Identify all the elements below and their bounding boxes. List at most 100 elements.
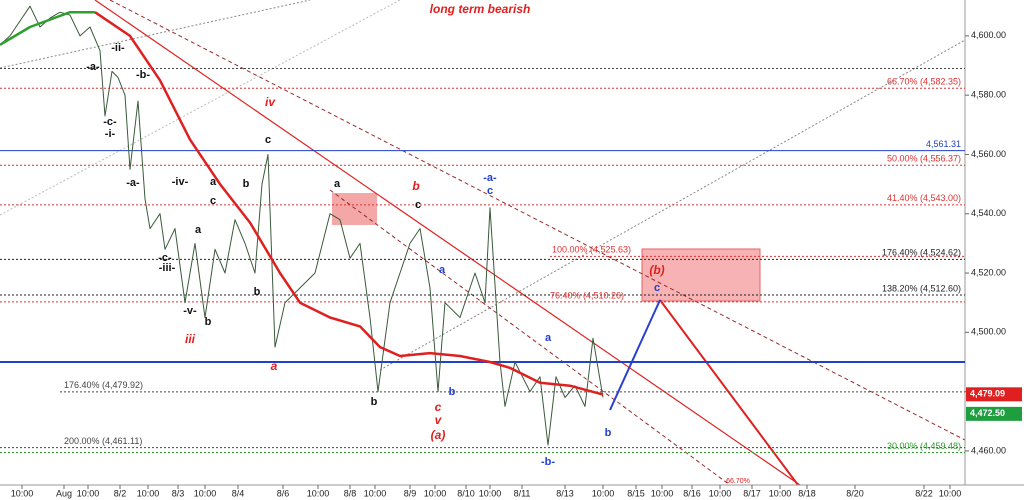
x-tick-label: 8/3 [172,488,185,498]
trend-line [329,189,731,486]
x-tick-label: 10:00 [11,488,34,498]
x-tick-label: 8/13 [556,488,574,498]
wave-label: -b- [136,69,150,81]
x-tick-label: 10:00 [769,488,792,498]
y-tick-label: 4,580.00 [971,90,1006,100]
trend-line [109,0,966,441]
price-line [0,5,604,446]
wave-label: a [271,359,278,373]
wave-label: b [412,179,419,193]
price-tag [966,406,1022,421]
x-tick-label: 10:00 [307,488,330,498]
wave-label: b [605,427,612,439]
y-tick-label: 4,460.00 [971,445,1006,455]
wave-label: c [415,199,421,211]
y-tick-label: 4,520.00 [971,267,1006,277]
level-label: 200.00% (4,461.11) [64,436,142,446]
level-label: 100.00% (4,525.63) [552,245,631,255]
level-label: 30.00% (4,459.48) [887,441,961,451]
x-tick-label: 10:00 [364,488,387,498]
wave-label: -a- [126,177,140,189]
wave-label: -i- [105,128,116,140]
wave-label: -v- [183,305,197,317]
wave-label: b [254,286,261,298]
zone-box [641,248,761,302]
wave-label: -a- [483,172,497,184]
x-tick-label: 10:00 [651,488,674,498]
trend-line [94,0,801,486]
level-label: 138.20% (4,512.60) [882,283,961,293]
trend-line [0,0,311,69]
x-tick-label: 8/15 [627,488,645,498]
x-tick-label: 8/22 [915,488,933,498]
x-tick-label: 8/9 [404,488,417,498]
x-tick-label: 10:00 [592,488,615,498]
x-tick-label: 8/2 [114,488,127,498]
x-tick-label: 10:00 [479,488,502,498]
wave-label: c [210,195,216,207]
wave-label: -ii- [111,42,125,54]
wave-label: -b- [541,456,555,468]
y-tick-label: 4,560.00 [971,149,1006,159]
level-label: 41.40% (4,543.00) [887,193,961,203]
wave-label: b [205,316,212,328]
wave-label: v [435,413,443,427]
wave-label: 66.70% [726,478,750,485]
level-label: 50.00% (4,556.37) [887,154,961,164]
moving-average [94,11,604,396]
x-tick-label: 8/20 [846,488,864,498]
y-tick-label: 4,500.00 [971,327,1006,337]
x-tick-label: 10:00 [77,488,100,498]
level-label: 176.40% (4,524.62) [882,248,961,258]
x-tick-label: 8/4 [232,488,245,498]
wave-label: a [195,224,202,236]
level-label: 176.40% (4,479.92) [64,380,143,390]
x-tick-label: 8/6 [277,488,290,498]
wave-label: c [654,282,660,294]
wave-label: -iii- [159,262,176,274]
level-label: 66.70% (4,582.35) [887,77,961,87]
x-tick-label: 10:00 [709,488,732,498]
y-tick-label: 4,540.00 [971,208,1006,218]
projection-line [609,299,661,411]
x-tick-label: Aug [56,488,72,498]
moving-average [0,10,95,46]
wave-label: -a- [86,61,100,73]
wave-label: a [210,176,217,188]
wave-label: -c- [103,116,117,128]
level-label: 76.40% (4,510.26) [550,290,624,300]
x-tick-label: 10:00 [424,488,447,498]
wave-label: iii [185,332,196,346]
y-tick-label: 4,600.00 [971,30,1006,40]
wave-label: a [439,264,446,276]
projection-line [659,299,799,486]
level-label: 4,561.31 [926,139,961,149]
chart-title: long term bearish [430,2,531,16]
wave-label: c [487,185,493,197]
x-tick-label: 10:00 [137,488,160,498]
wave-label: (a) [431,428,446,442]
wave-label: a [334,178,341,190]
x-tick-label: 8/8 [344,488,357,498]
x-tick-label: 8/11 [514,488,531,498]
wave-label: b [243,178,250,190]
price-tag-label: 4,472.50 [970,408,1005,418]
wave-label: c [265,134,271,146]
x-tick-label: 8/10 [457,488,475,498]
wave-label: b [371,396,378,408]
x-tick-label: 8/18 [798,488,816,498]
price-tag [966,387,1022,402]
wave-label: -iv- [172,176,189,188]
wave-label: iv [265,95,276,109]
x-tick-label: 10:00 [939,488,962,498]
price-tag-label: 4,479.09 [970,389,1005,399]
x-tick-label: 8/16 [683,488,701,498]
x-tick-label: 8/17 [743,488,761,498]
wave-label: c [435,400,442,414]
wave-label: b [449,386,456,398]
wave-label: (b) [649,263,664,277]
wave-label: -c- [158,252,172,264]
wave-label: a [545,332,552,344]
drawings [0,0,966,486]
